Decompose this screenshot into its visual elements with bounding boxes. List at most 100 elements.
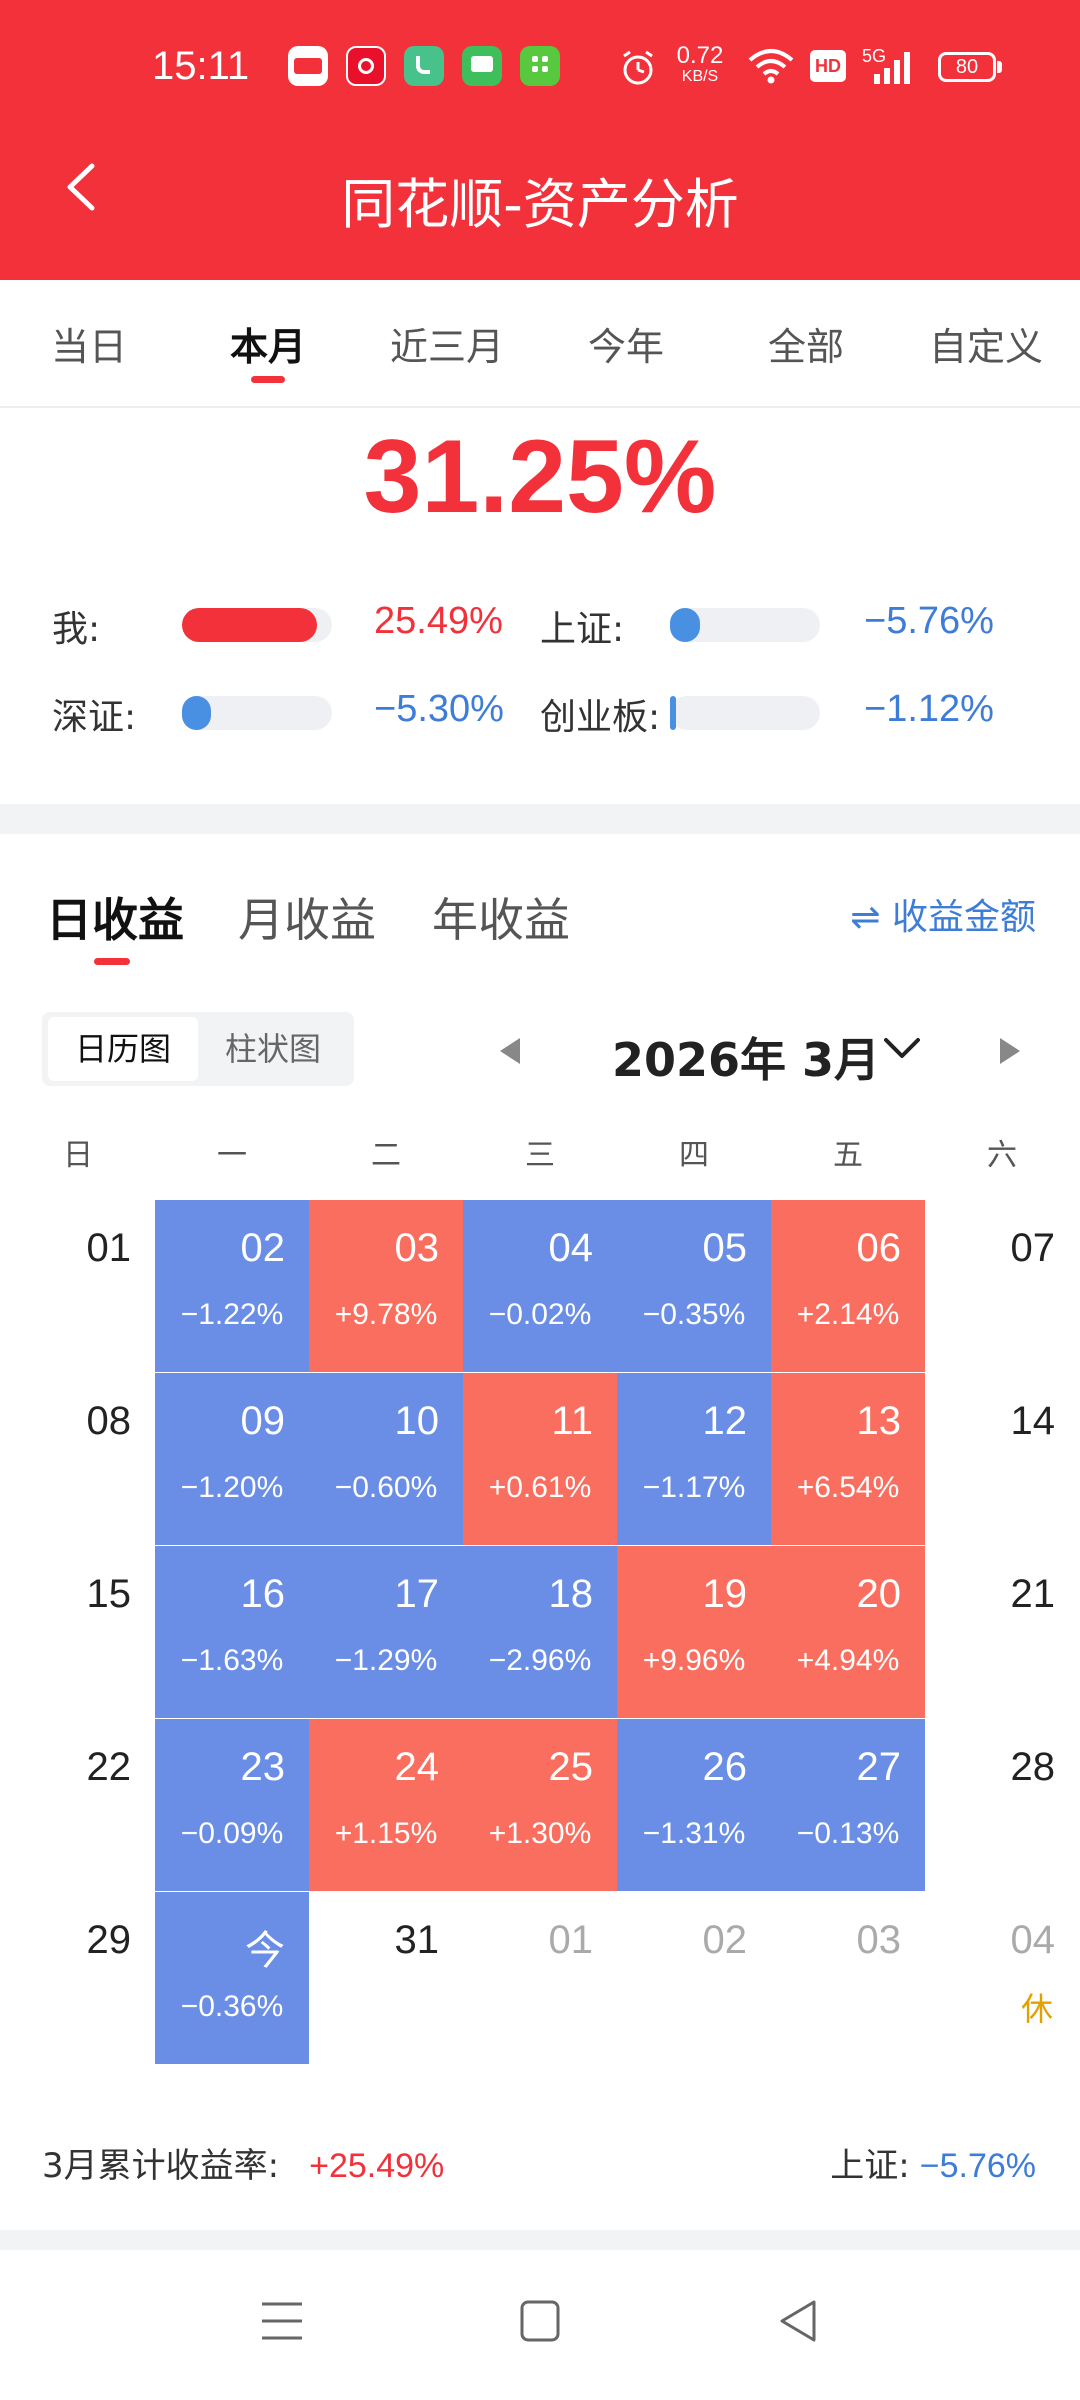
calendar-day-cell[interactable]: 12 −1.17%	[617, 1373, 771, 1545]
chevron-down-icon[interactable]	[880, 1026, 924, 1070]
day-number: 07	[1010, 1226, 1056, 1270]
day-return-pct: −1.29%	[334, 1644, 438, 1677]
day-number: 16	[240, 1572, 286, 1616]
calendar-day-cell[interactable]: 02	[617, 1892, 771, 2064]
day-number: 03	[394, 1226, 440, 1270]
home-icon[interactable]	[516, 2296, 564, 2346]
calendar-day-cell[interactable]: 02 −1.22%	[155, 1200, 309, 1372]
calendar-day-cell[interactable]: 06 +2.14%	[771, 1200, 925, 1372]
alarm-icon	[623, 50, 653, 85]
calendar-day-cell[interactable]: 16 −1.63%	[155, 1546, 309, 1718]
battery-tip	[997, 61, 1002, 73]
hd-badge: HD	[810, 50, 846, 82]
day-return-pct: −2.96%	[488, 1644, 592, 1677]
calendar-day-cell[interactable]: 18 −2.96%	[463, 1546, 617, 1718]
day-number: 22	[86, 1745, 132, 1789]
back-arrow-icon[interactable]	[58, 162, 108, 212]
day-number: 31	[394, 1918, 440, 1962]
weekday-label: 六	[987, 1138, 1017, 1173]
compare-label-shanghai: 上证:	[540, 609, 625, 650]
view-calendar-button[interactable]: 日历图	[48, 1017, 198, 1081]
prev-month-icon[interactable]	[500, 1038, 520, 1064]
calendar-day-cell[interactable]: 09 −1.20%	[155, 1373, 309, 1545]
calendar-day-cell[interactable]: 04 −0.02%	[463, 1200, 617, 1372]
compare-value-shenzhen: −5.30%	[374, 688, 504, 730]
day-number: 23	[240, 1745, 286, 1789]
battery-icon: 80	[938, 52, 996, 82]
next-month-icon[interactable]	[1000, 1038, 1020, 1064]
calendar-day-cell[interactable]: 27 −0.13%	[771, 1719, 925, 1891]
calendar-day-cell[interactable]: 07	[925, 1200, 1079, 1372]
day-return-pct: −1.20%	[180, 1471, 284, 1504]
calendar-day-cell[interactable]: 01	[1, 1200, 155, 1372]
tab-yearly-returns[interactable]: 年收益	[432, 893, 570, 947]
day-return-pct: −0.13%	[796, 1817, 900, 1850]
tab-this-year[interactable]: 今年	[587, 325, 664, 369]
calendar-day-cell[interactable]: 26 −1.31%	[617, 1719, 771, 1891]
day-number: 01	[86, 1226, 132, 1270]
calendar-day-cell[interactable]: 25 +1.30%	[463, 1719, 617, 1891]
day-number: 09	[240, 1399, 286, 1443]
calendar-day-cell[interactable]: 今 −0.36%	[155, 1892, 309, 2064]
compare-bar-me	[182, 608, 332, 642]
calendar-day-cell[interactable]: 17 −1.29%	[309, 1546, 463, 1718]
tab-last-three-months[interactable]: 近三月	[389, 325, 504, 369]
battery-level: 80	[955, 56, 979, 78]
calendar-day-cell[interactable]: 05 −0.35%	[617, 1200, 771, 1372]
weekday-label: 日	[63, 1138, 93, 1173]
calendar-day-cell[interactable]: 11 +0.61%	[463, 1373, 617, 1545]
calendar-day-cell[interactable]: 03 +9.78%	[309, 1200, 463, 1372]
tab-daily-returns[interactable]: 日收益	[46, 893, 184, 947]
day-return-pct: −0.09%	[180, 1817, 284, 1850]
calendar-day-cell[interactable]: 21	[925, 1546, 1079, 1718]
compare-bar-shanghai	[670, 608, 820, 642]
calendar-day-cell[interactable]: 08	[1, 1373, 155, 1545]
network-type: 5G	[862, 46, 887, 66]
calendar-day-cell[interactable]: 22	[1, 1719, 155, 1891]
tab-monthly-returns[interactable]: 月收益	[238, 893, 376, 947]
menu-icon[interactable]	[258, 2296, 306, 2346]
calendar-day-cell[interactable]: 31	[309, 1892, 463, 2064]
calendar-day-cell[interactable]: 23 −0.09%	[155, 1719, 309, 1891]
day-return-pct: +4.94%	[796, 1644, 900, 1677]
month-label[interactable]: 2026年 3月	[612, 1033, 881, 1087]
index-return: 上证: −5.76%	[830, 2138, 1036, 2187]
return-summary: 31.25% 我: 25.49% 上证: −5.76% 深证: −5.30% 创…	[0, 408, 1080, 804]
switch-to-amount-link[interactable]: ⇌ 收益金额	[850, 897, 1036, 938]
day-number: 26	[702, 1745, 748, 1789]
compare-label-chinext: 创业板:	[540, 697, 661, 738]
calendar-day-cell[interactable]: 04 休	[925, 1892, 1079, 2064]
cumulative-return: 3月累计收益率: +25.49%	[42, 2138, 444, 2187]
tab-custom[interactable]: 自定义	[928, 325, 1043, 369]
day-number: 15	[86, 1572, 132, 1616]
calendar-day-cell[interactable]: 20 +4.94%	[771, 1546, 925, 1718]
signal-icon	[874, 52, 910, 84]
day-number: 14	[1010, 1399, 1056, 1443]
back-icon[interactable]	[774, 2296, 822, 2346]
calendar-day-cell[interactable]: 03	[771, 1892, 925, 2064]
month-navigator: 2026年 3月	[500, 1014, 1060, 1088]
calendar-day-cell[interactable]: 01	[463, 1892, 617, 2064]
tab-all[interactable]: 全部	[767, 325, 844, 369]
view-bar-chart-button[interactable]: 柱状图	[224, 1030, 321, 1068]
view-toggle: 日历图 柱状图	[42, 1012, 354, 1086]
day-return-pct: −0.02%	[488, 1298, 592, 1331]
calendar-day-cell[interactable]: 10 −0.60%	[309, 1373, 463, 1545]
day-number: 19	[702, 1572, 748, 1616]
tab-this-month[interactable]: 本月	[229, 325, 306, 369]
tab-today[interactable]: 当日	[50, 325, 127, 369]
day-return-pct: +9.78%	[334, 1298, 438, 1331]
day-number: 04	[548, 1226, 594, 1270]
calendar-day-cell[interactable]: 13 +6.54%	[771, 1373, 925, 1545]
calendar-day-cell[interactable]: 15	[1, 1546, 155, 1718]
calendar-day-cell[interactable]: 14	[925, 1373, 1079, 1545]
calendar-day-cell[interactable]: 28	[925, 1719, 1079, 1891]
calendar-day-cell[interactable]: 29	[1, 1892, 155, 2064]
calendar-day-cell[interactable]: 19 +9.96%	[617, 1546, 771, 1718]
day-number: 03	[856, 1918, 902, 1962]
day-return-pct: −0.60%	[334, 1471, 438, 1504]
holiday-badge: 休	[1020, 1990, 1053, 2028]
compare-fill-me	[182, 608, 317, 642]
calendar-day-cell[interactable]: 24 +1.15%	[309, 1719, 463, 1891]
day-number: 25	[548, 1745, 594, 1789]
